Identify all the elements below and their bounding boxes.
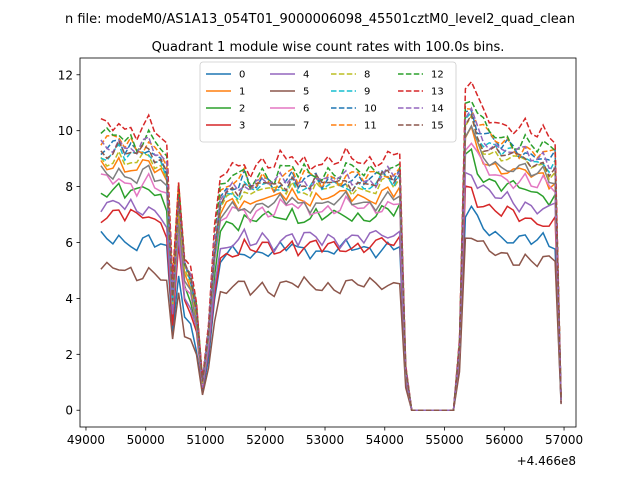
legend-label-9: 9 <box>364 87 370 98</box>
y-tick-label: 6 <box>65 236 73 250</box>
legend-label-7: 7 <box>303 121 309 132</box>
y-tick-label: 0 <box>65 404 73 418</box>
legend-label-2: 2 <box>239 104 245 115</box>
legend-box <box>199 61 457 143</box>
legend-label-5: 5 <box>303 87 309 98</box>
series-line-0 <box>100 204 562 411</box>
y-tick-label: 4 <box>65 292 73 306</box>
x-tick-label: 52000 <box>246 433 284 447</box>
legend-label-8: 8 <box>364 70 370 81</box>
x-tick-label: 54000 <box>366 433 404 447</box>
legend-label-6: 6 <box>303 104 309 115</box>
series-line-14 <box>100 106 562 411</box>
figure-suptitle: n file: modeM0/AS1A13_054T01_9000006098_… <box>65 12 575 27</box>
y-tick-label: 8 <box>65 180 73 194</box>
legend-label-10: 10 <box>364 104 377 115</box>
series-line-4 <box>100 171 562 411</box>
chart-title: Quadrant 1 module wise count rates with … <box>152 40 505 55</box>
x-tick-label: 55000 <box>425 433 463 447</box>
series-line-15 <box>100 112 562 411</box>
x-tick-label: 50000 <box>127 433 165 447</box>
x-tick-label: 56000 <box>485 433 523 447</box>
legend-label-12: 12 <box>431 70 444 81</box>
y-tick-label: 12 <box>58 68 73 82</box>
legend-label-0: 0 <box>239 70 245 81</box>
series-line-13 <box>100 80 562 411</box>
x-tick-label: 57000 <box>545 433 583 447</box>
legend-label-14: 14 <box>431 104 444 115</box>
y-tick-label: 2 <box>65 348 73 362</box>
series-layer <box>100 80 562 411</box>
x-tick-label: 49000 <box>67 433 105 447</box>
series-line-5 <box>100 237 562 411</box>
legend-label-11: 11 <box>364 121 377 132</box>
legend-label-15: 15 <box>431 121 444 132</box>
legend-label-1: 1 <box>239 87 245 98</box>
x-offset-label: +4.466e8 <box>517 454 576 468</box>
x-tick-label: 51000 <box>186 433 224 447</box>
x-tick-label: 53000 <box>306 433 344 447</box>
legend-label-4: 4 <box>303 70 309 81</box>
legend-label-3: 3 <box>239 121 245 132</box>
legend-label-13: 13 <box>431 87 444 98</box>
axes-layer: 49000 50000 51000 52000 53000 54000 55000 56000… <box>58 57 583 447</box>
y-tick-label: 10 <box>58 124 73 138</box>
